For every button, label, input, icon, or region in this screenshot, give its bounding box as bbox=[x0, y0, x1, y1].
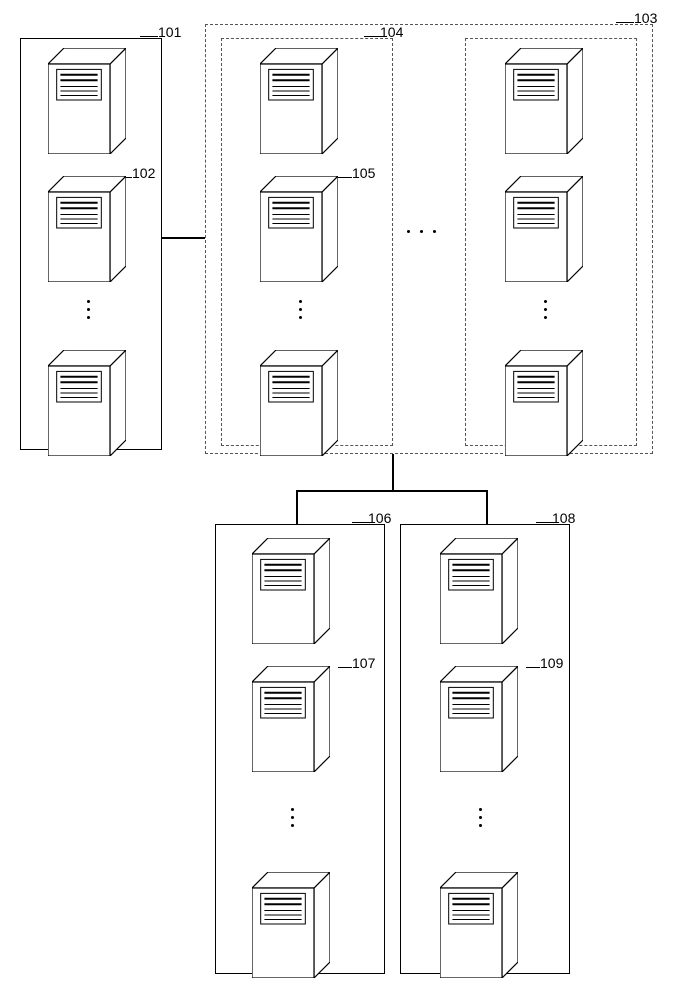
connector bbox=[162, 237, 205, 239]
lead-line bbox=[526, 667, 540, 668]
ellipsis-vert bbox=[299, 300, 302, 319]
label-103: 103 bbox=[634, 10, 657, 26]
server-icon bbox=[505, 48, 583, 159]
label-107: 107 bbox=[352, 655, 375, 671]
ellipsis-horiz bbox=[407, 230, 436, 233]
architecture-diagram: { "canvas": { "width": 686, "height": 10… bbox=[0, 0, 686, 1000]
lead-line bbox=[364, 36, 382, 37]
server-icon bbox=[252, 872, 330, 983]
server-icon bbox=[252, 666, 330, 777]
server-icon bbox=[440, 538, 518, 649]
server-icon bbox=[252, 538, 330, 649]
connector bbox=[296, 490, 488, 492]
server-icon bbox=[48, 48, 126, 159]
label-106: 106 bbox=[368, 510, 391, 526]
label-105: 105 bbox=[352, 165, 375, 181]
server-icon bbox=[260, 48, 338, 159]
server-icon bbox=[260, 176, 338, 287]
ellipsis-vert bbox=[291, 808, 294, 827]
lead-line bbox=[352, 522, 370, 523]
label-104: 104 bbox=[380, 24, 403, 40]
server-icon bbox=[48, 350, 126, 461]
ellipsis-vert bbox=[544, 300, 547, 319]
label-108: 108 bbox=[552, 510, 575, 526]
lead-line bbox=[140, 36, 158, 37]
lead-line bbox=[338, 667, 352, 668]
server-icon bbox=[505, 176, 583, 287]
lead-line bbox=[536, 522, 554, 523]
server-icon bbox=[260, 350, 338, 461]
lead-line bbox=[616, 22, 634, 23]
server-icon bbox=[48, 176, 126, 287]
connector bbox=[486, 490, 488, 524]
label-109: 109 bbox=[540, 655, 563, 671]
ellipsis-vert bbox=[479, 808, 482, 827]
ellipsis-vert bbox=[87, 300, 90, 319]
lead-line bbox=[338, 177, 352, 178]
server-icon bbox=[505, 350, 583, 461]
server-icon bbox=[440, 872, 518, 983]
label-101: 101 bbox=[158, 24, 181, 40]
label-102: 102 bbox=[132, 165, 155, 181]
server-icon bbox=[440, 666, 518, 777]
connector bbox=[392, 454, 394, 490]
connector bbox=[296, 490, 298, 524]
